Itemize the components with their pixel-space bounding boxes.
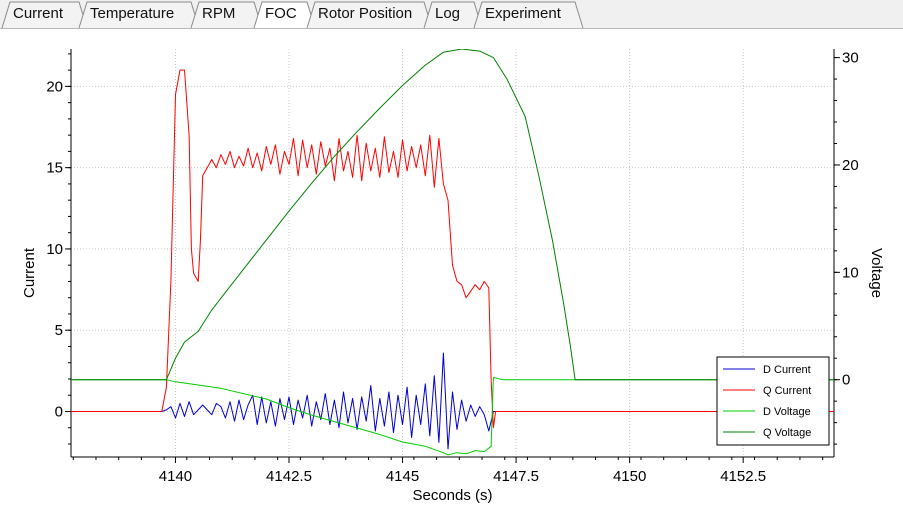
legend-label: Q Voltage	[763, 427, 811, 439]
foc-chart[interactable]: 4140 4142.5 4145 4147.5 4150 4152.5 0 5 10 15 20 0 1…	[0, 29, 903, 515]
y-right-tick-label: 30	[842, 50, 859, 67]
tab-shape-experiment	[473, 1, 584, 29]
tab-rpm[interactable]: RPM	[202, 5, 236, 22]
tab-bar: Current Temperature RPM FOC Rotor Position Lo…	[0, 0, 903, 29]
x-tick-label: 4150	[613, 468, 646, 485]
y-right-tick-label: 10	[842, 264, 859, 281]
x-tick-label: 4142.5	[266, 468, 312, 485]
legend-label: Q Current	[763, 385, 811, 397]
tab-foc[interactable]: FOC	[265, 5, 297, 22]
foc-plot-panel: 4140 4142.5 4145 4147.5 4150 4152.5 0 5 10 15 20 0 1…	[0, 28, 903, 515]
y-left-tick-label: 5	[55, 322, 63, 339]
x-tick-label: 4152.5	[720, 468, 766, 485]
x-tick-label: 4140	[159, 468, 192, 485]
legend-label: D Voltage	[763, 406, 811, 418]
tab-log[interactable]: Log	[435, 5, 461, 22]
y-left-axis-title: Current	[21, 247, 38, 298]
x-tick-label: 4145	[386, 468, 419, 485]
x-axis-title: Seconds (s)	[412, 487, 492, 504]
tab-experiment[interactable]: Experiment	[485, 5, 561, 22]
y-right-axis-title: Voltage	[868, 248, 885, 298]
legend-label: D Current	[763, 364, 811, 376]
x-tick-label: 4147.5	[493, 468, 539, 485]
tab-outlines	[0, 1, 903, 29]
plot-frame	[70, 49, 835, 458]
series-line-q-voltage	[71, 49, 834, 381]
legend: D Current Q Current D Voltage Q Voltage	[716, 356, 830, 446]
y-left-tick-label: 20	[46, 78, 63, 95]
series-line-d-current	[71, 352, 834, 450]
y-left-tick-label: 15	[46, 160, 63, 177]
series-line-q-current	[71, 69, 834, 429]
tab-rotor-position[interactable]: Rotor Position	[318, 5, 413, 22]
series-line-d-voltage	[71, 377, 834, 456]
y-left-tick-label: 0	[55, 403, 63, 420]
tab-current[interactable]: Current	[13, 5, 64, 22]
y-right-tick-label: 0	[842, 372, 850, 389]
y-right-tick-label: 20	[842, 157, 859, 174]
y-left-tick-label: 10	[46, 241, 63, 258]
grid	[71, 49, 834, 457]
tab-temperature[interactable]: Temperature	[90, 5, 175, 22]
